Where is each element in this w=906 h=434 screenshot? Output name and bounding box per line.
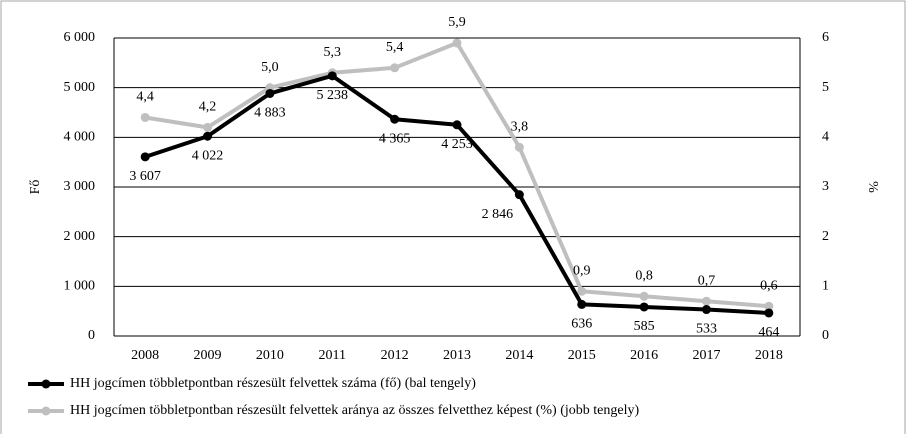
data-point [764, 301, 774, 311]
x-tick-label: 2018 [755, 348, 783, 363]
data-label: 3,8 [511, 119, 529, 134]
y-axis-label: Fő [28, 180, 43, 195]
series-line [144, 73, 769, 315]
data-label: 0,7 [698, 273, 716, 288]
data-point [514, 142, 524, 152]
legend-label: HH jogcímen többletpontban részesült fel… [70, 403, 639, 418]
y2-tick-label: 6 [822, 30, 829, 45]
y-tick-label: 3 000 [64, 179, 96, 194]
data-label: 4 022 [192, 148, 224, 163]
x-tick-label: 2015 [568, 348, 596, 363]
series-line [144, 40, 769, 309]
data-label: 0,8 [635, 268, 653, 283]
data-point [327, 71, 337, 81]
data-point [514, 190, 524, 200]
data-point [265, 88, 275, 98]
data-point [639, 302, 649, 312]
data-label: 4 883 [254, 106, 286, 121]
data-point [390, 63, 400, 73]
legend-label: HH jogcímen többletpontban részesült fel… [70, 376, 476, 391]
x-tick-label: 2008 [131, 348, 159, 363]
legend-marker [41, 379, 51, 389]
x-tick-label: 2017 [692, 348, 720, 363]
data-label: 533 [696, 322, 717, 337]
data-point [452, 38, 462, 48]
data-point [203, 131, 213, 141]
data-point [203, 122, 213, 132]
data-point [577, 299, 587, 309]
data-point [140, 152, 150, 162]
y-tick-label: 1 000 [64, 279, 96, 294]
y2-tick-label: 3 [822, 179, 829, 194]
data-label: 464 [758, 325, 779, 340]
x-tick-label: 2011 [319, 348, 346, 363]
data-point [140, 112, 150, 122]
data-point [764, 308, 774, 318]
y2-tick-label: 1 [822, 279, 829, 294]
data-label: 5,3 [324, 45, 342, 60]
x-tick-label: 2016 [630, 348, 658, 363]
y-tick-label: 4 000 [64, 130, 96, 145]
x-tick-label: 2012 [381, 348, 409, 363]
y-tick-label: 2 000 [64, 229, 96, 244]
y2-axis-label: % [865, 181, 880, 193]
data-label: 5 238 [317, 88, 349, 103]
data-label: 585 [634, 319, 655, 334]
y2-tick-label: 0 [822, 328, 829, 343]
data-label: 5,9 [448, 15, 466, 30]
y-tick-label: 6 000 [64, 30, 96, 45]
data-point [701, 305, 711, 315]
x-tick-label: 2014 [505, 348, 533, 363]
x-tick-label: 2013 [443, 348, 471, 363]
data-label: 4,4 [136, 90, 154, 105]
data-label: 3 607 [129, 169, 161, 184]
data-label: 0,9 [573, 264, 591, 279]
y2-tick-label: 2 [822, 229, 829, 244]
legend-marker [41, 406, 51, 416]
y2-tick-label: 4 [822, 130, 829, 145]
data-point [701, 296, 711, 306]
data-label: 2 846 [482, 207, 514, 222]
data-label: 4 253 [441, 137, 473, 152]
data-label: 4,2 [199, 100, 217, 115]
data-point [390, 114, 400, 124]
data-label: 5,0 [261, 60, 279, 75]
data-label: 4 365 [379, 131, 411, 146]
data-point [639, 291, 649, 301]
x-tick-label: 2010 [256, 348, 284, 363]
data-point [577, 286, 587, 296]
y-tick-label: 5 000 [64, 80, 96, 95]
data-point [452, 120, 462, 130]
data-label: 636 [571, 317, 592, 332]
data-label: 5,4 [386, 40, 404, 55]
y-tick-label: 0 [88, 328, 95, 343]
x-tick-label: 2009 [194, 348, 222, 363]
data-label: 0,6 [760, 278, 778, 293]
y2-tick-label: 5 [822, 80, 829, 95]
